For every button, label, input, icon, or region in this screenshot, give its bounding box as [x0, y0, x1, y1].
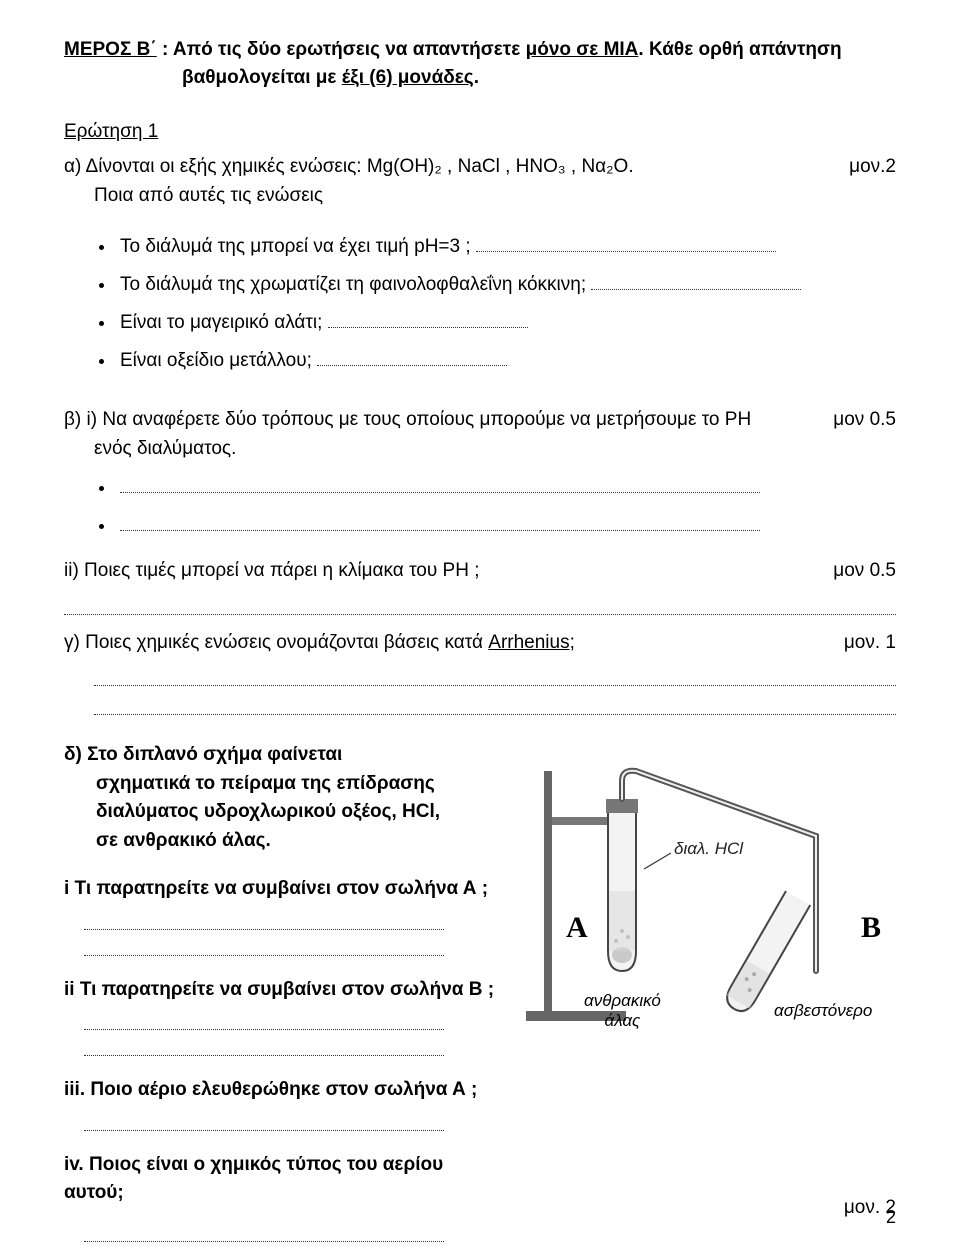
fill-blank[interactable]	[84, 910, 444, 930]
fill-blank[interactable]	[328, 308, 528, 328]
heading-l1-ul: μόνο σε ΜΙΑ	[526, 39, 639, 60]
diagram-label-salt2: άλας	[584, 1011, 661, 1031]
part-heading-line2: βαθμολογείται με έξι (6) μονάδες.	[64, 64, 896, 92]
q1-a-prompt2: Ποια από αυτές τις ενώσεις	[64, 182, 825, 211]
fill-blank[interactable]	[317, 346, 507, 366]
fill-blank[interactable]	[64, 592, 896, 615]
q1-d-intro-l4: σε ανθρακικό άλας.	[64, 827, 508, 856]
fill-blank[interactable]	[120, 511, 760, 531]
heading-l1-tail: . Κάθε ορθή απάντηση	[638, 39, 841, 60]
q1-c-arrh: Arrhenius	[488, 632, 569, 653]
diagram-label-a: Α	[566, 911, 588, 945]
fill-blank[interactable]	[84, 1010, 444, 1030]
q1-d-intro-l3: διαλύματος υδροχλωρικού οξέος, HCl,	[64, 798, 508, 827]
fill-blank[interactable]	[94, 663, 896, 686]
q1-d-iv: iv. Ποιος είναι ο χημικός τύπος του αερί…	[64, 1154, 443, 1204]
bullet-text: Είναι οξείδιο μετάλλου;	[120, 350, 312, 371]
q1-b-i: β) i) Να αναφέρετε δύο τρόπους με τους ο…	[64, 406, 809, 435]
heading-l2-ul: έξι (6) μονάδες	[342, 67, 474, 88]
diagram-label-salt1: ανθρακικό	[584, 991, 661, 1011]
part-heading-line1: ΜΕΡΟΣ Β΄ : Από τις δύο ερωτήσεις να απαν…	[64, 36, 896, 64]
q1-b-i-answers	[64, 469, 896, 545]
fill-blank[interactable]	[84, 1111, 444, 1131]
q1-a-marks: μον.2	[825, 153, 896, 182]
q1-c-marks: μον. 1	[820, 629, 896, 658]
bullet-text: Είναι το μαγειρικό αλάτι;	[120, 312, 322, 333]
list-item	[116, 507, 896, 545]
list-item: Είναι το μαγειρικό αλάτι;	[116, 304, 896, 342]
page-number: 2	[886, 1207, 896, 1228]
q1-d-ii: ii Τι παρατηρείτε να συμβαίνει στον σωλή…	[64, 979, 494, 1000]
q1-b-i-row: β) i) Να αναφέρετε δύο τρόπους με τους ο…	[64, 406, 896, 463]
q1-d-i: i Τι παρατηρείτε να συμβαίνει στον σωλήν…	[64, 878, 488, 899]
question-1-title: Ερώτηση 1	[64, 121, 896, 143]
q1-b-ii-marks: μον 0.5	[809, 557, 896, 586]
bullet-text: Το διάλυμά της χρωματίζει τη φαινολοφθαλ…	[120, 274, 586, 295]
q1-d-wrap: δ) Στο διπλανό σχήμα φαίνεται σχηματικά …	[64, 741, 896, 1242]
q1-b-ii: ii) Ποιες τιμές μπορεί να πάρει η κλίμακ…	[64, 557, 809, 586]
q1-a-bullets: Το διάλυμά της μπορεί να έχει τιμή pH=3 …	[64, 228, 896, 380]
fill-blank[interactable]	[84, 936, 444, 956]
diagram-label-hcl: διαλ. HCl	[674, 839, 743, 859]
q1-d-intro-l2: σχηματικά το πείραμα της επίδρασης	[64, 770, 508, 799]
heading-l1-rest: : Από τις δύο ερωτήσεις να απαντήσετε	[157, 39, 526, 60]
q1-c-pre: γ) Ποιες χημικές ενώσεις ονομάζονται βάσ…	[64, 632, 488, 653]
q1-b-i-marks: μον 0.5	[809, 406, 896, 435]
bullet-text: Το διάλυμά της μπορεί να έχει τιμή pH=3 …	[120, 236, 471, 257]
fill-blank[interactable]	[94, 692, 896, 715]
heading-l2-pre: βαθμολογείται με	[182, 67, 342, 88]
q1-c-tail: ;	[570, 632, 575, 653]
diagram-label-limewater: ασβεστόνερο	[774, 1001, 872, 1021]
fill-blank[interactable]	[591, 270, 801, 290]
fill-blank[interactable]	[84, 1222, 444, 1242]
fill-blank[interactable]	[84, 1036, 444, 1056]
q1-d-intro-l1: δ) Στο διπλανό σχήμα φαίνεται	[64, 741, 508, 770]
diagram-label-b: B	[861, 911, 881, 945]
q1-c-row: γ) Ποιες χημικές ενώσεις ονομάζονται βάσ…	[64, 629, 896, 658]
q1-b-i-line2: ενός διαλύματος.	[64, 435, 809, 464]
q1-a-prompt: α) Δίνονται οι εξής χημικές ενώσεις: Mg(…	[64, 153, 825, 182]
q1-a-row: α) Δίνονται οι εξής χημικές ενώσεις: Mg(…	[64, 153, 896, 210]
list-item	[116, 469, 896, 507]
fill-blank[interactable]	[120, 473, 760, 493]
experiment-diagram: διαλ. HCl Α B ανθρακικό άλας ασβεστόνερο	[516, 741, 896, 1051]
q1-b-ii-row: ii) Ποιες τιμές μπορεί να πάρει η κλίμακ…	[64, 557, 896, 586]
part-label: ΜΕΡΟΣ Β΄	[64, 39, 157, 60]
list-item: Το διάλυμά της χρωματίζει τη φαινολοφθαλ…	[116, 266, 896, 304]
q1-d-iii: iii. Ποιο αέριο ελευθερώθηκε στον σωλήνα…	[64, 1079, 477, 1100]
fill-blank[interactable]	[476, 232, 776, 252]
heading-l2-tail: .	[474, 67, 479, 88]
list-item: Το διάλυμά της μπορεί να έχει τιμή pH=3 …	[116, 228, 896, 266]
list-item: Είναι οξείδιο μετάλλου;	[116, 342, 896, 380]
